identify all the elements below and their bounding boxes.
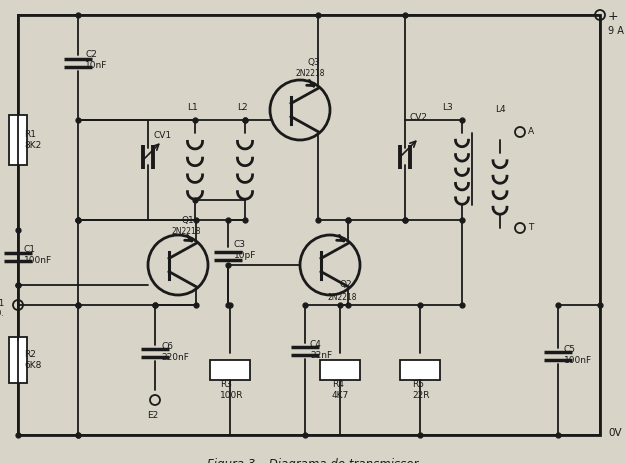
Bar (210, 360, 250, 380)
Bar (320, 360, 360, 380)
Text: Q3: Q3 (308, 57, 321, 67)
Text: E2: E2 (148, 411, 159, 419)
Text: R1
8K2: R1 8K2 (24, 130, 41, 150)
Text: 0V: 0V (608, 428, 622, 438)
Text: 2N2218: 2N2218 (328, 293, 357, 301)
Text: C4
22nF: C4 22nF (310, 340, 332, 360)
Bar (9, 115, 27, 165)
Text: A: A (528, 127, 534, 137)
Circle shape (148, 235, 208, 295)
Bar (400, 360, 440, 380)
Circle shape (300, 235, 360, 295)
Text: MOD.: MOD. (0, 309, 4, 319)
Text: C2
10nF: C2 10nF (85, 50, 107, 70)
Text: Q2: Q2 (340, 281, 352, 289)
Text: C3
10pF: C3 10pF (234, 240, 256, 260)
Text: 9 A 13,2V: 9 A 13,2V (608, 26, 625, 36)
Text: L1: L1 (187, 104, 198, 113)
Text: Q1: Q1 (182, 215, 195, 225)
Text: C6
220nF: C6 220nF (161, 342, 189, 362)
Text: Figura 3 – Diagrama do transmissor: Figura 3 – Diagrama do transmissor (207, 458, 418, 463)
Bar (9, 337, 27, 383)
Text: 2N2218: 2N2218 (172, 227, 201, 237)
Text: R2
6K8: R2 6K8 (24, 350, 41, 369)
Text: L4: L4 (495, 106, 506, 114)
Text: R5
22R: R5 22R (412, 380, 429, 400)
Text: T: T (528, 224, 533, 232)
Text: L3: L3 (442, 104, 452, 113)
Text: C1
100nF: C1 100nF (24, 245, 52, 265)
Text: 2N2218: 2N2218 (295, 69, 324, 79)
Text: R4
4K7: R4 4K7 (332, 380, 349, 400)
Text: +: + (608, 11, 619, 24)
Text: L2: L2 (237, 104, 248, 113)
Text: CV2: CV2 (410, 113, 428, 123)
Circle shape (270, 80, 330, 140)
Text: C5
100nF: C5 100nF (564, 345, 592, 365)
Text: R3
100R: R3 100R (220, 380, 244, 400)
Text: E1: E1 (0, 299, 4, 307)
Text: CV1: CV1 (153, 131, 171, 139)
